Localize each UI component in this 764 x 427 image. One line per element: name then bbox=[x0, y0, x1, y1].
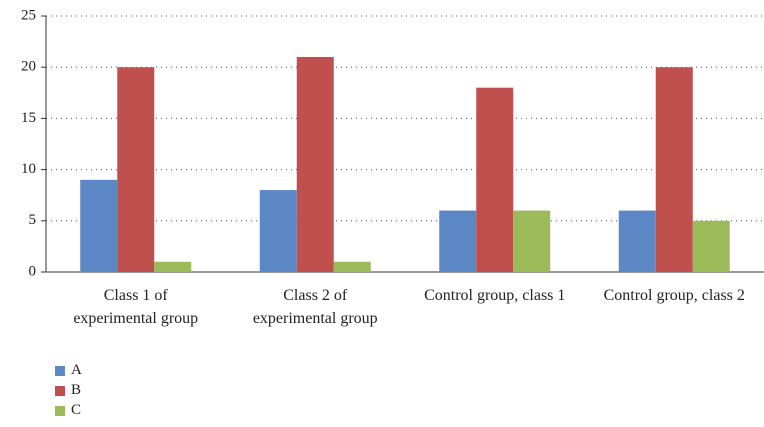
legend-swatch bbox=[55, 405, 65, 416]
x-tick-label: Control group, class 2 bbox=[603, 287, 745, 304]
y-tick-label: 10 bbox=[21, 161, 36, 177]
legend-label: B bbox=[71, 382, 82, 398]
y-tick-label: 25 bbox=[21, 7, 36, 23]
y-tick-label: 0 bbox=[29, 263, 37, 279]
legend-label: C bbox=[71, 402, 82, 418]
legend-swatch bbox=[55, 385, 65, 396]
bar bbox=[80, 179, 118, 272]
x-tick-label: Control group, class 1 bbox=[424, 287, 566, 304]
y-tick-label: 20 bbox=[21, 59, 36, 75]
bar bbox=[618, 210, 656, 272]
bar bbox=[476, 87, 514, 273]
x-tick-label: Class 1 of experimental group bbox=[73, 287, 199, 327]
bar bbox=[439, 210, 477, 272]
bar bbox=[692, 220, 730, 272]
bar bbox=[259, 190, 297, 272]
bar bbox=[333, 261, 371, 272]
bar bbox=[655, 67, 693, 272]
y-tick-label: 5 bbox=[29, 212, 37, 228]
legend-swatch bbox=[55, 365, 65, 376]
legend-item: B bbox=[55, 382, 81, 399]
bar bbox=[513, 210, 551, 272]
y-tick-label: 15 bbox=[21, 110, 36, 126]
bar bbox=[154, 261, 192, 272]
x-tick-label: Class 2 of experimental group bbox=[252, 287, 378, 327]
legend-item: C bbox=[55, 402, 81, 419]
legend-item: A bbox=[55, 362, 82, 379]
legend-label: A bbox=[71, 362, 82, 378]
bar bbox=[296, 56, 334, 273]
bar bbox=[117, 67, 155, 272]
